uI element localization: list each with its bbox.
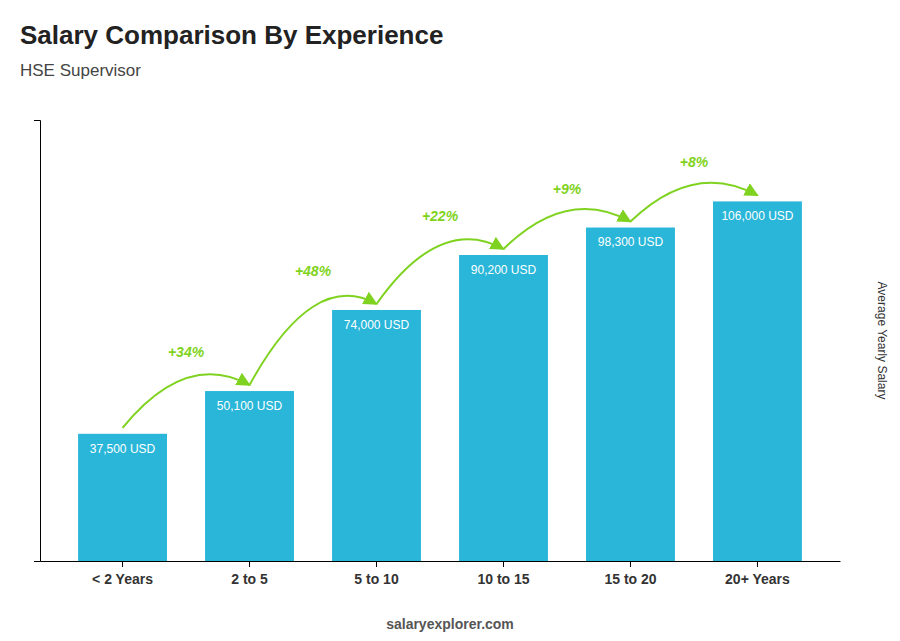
x-tick-mark xyxy=(630,561,631,567)
annotation: +34% xyxy=(168,344,205,360)
data-label: 50,100 USD xyxy=(217,399,283,413)
x-tick-mark xyxy=(122,561,123,567)
y-axis-title: Average Yearly Salary xyxy=(875,282,889,400)
change-arrow xyxy=(250,296,377,385)
title: Salary Comparison By Experience xyxy=(20,20,443,50)
x-tick: < 2 Years xyxy=(92,561,153,587)
data-label: 98,300 USD xyxy=(598,235,664,249)
x-tick-label: 5 to 10 xyxy=(354,571,399,587)
x-tick: 10 to 15 xyxy=(477,561,529,587)
annotation: +22% xyxy=(422,208,459,224)
change-arrow xyxy=(377,239,504,304)
x-tick: 15 to 20 xyxy=(604,561,656,587)
annotation: +8% xyxy=(680,154,709,170)
x-tick-label: 10 to 15 xyxy=(477,571,529,587)
x-tick-mark xyxy=(503,561,504,567)
data-label: 74,000 USD xyxy=(344,318,410,332)
x-axis: < 2 Years 2 to 5 5 to 10 10 to 15 15 to 20 20… xyxy=(41,561,841,587)
change-arrow xyxy=(123,374,250,428)
chart: < 2 Years 2 to 5 5 to 10 10 to 15 15 to 20 20… xyxy=(0,0,900,641)
y-axis-line xyxy=(34,121,41,562)
annotations: +34% +48% +22% +9% +8% xyxy=(123,154,758,427)
x-tick-mark xyxy=(757,561,758,567)
data-label: 90,200 USD xyxy=(471,263,537,277)
change-arrow xyxy=(630,183,757,222)
change-arrow xyxy=(503,209,630,249)
x-tick-label: 2 to 5 xyxy=(231,571,268,587)
x-tick-mark xyxy=(249,561,250,567)
x-tick: 20+ Years xyxy=(725,561,790,587)
plot-area xyxy=(78,201,802,561)
x-axis-line xyxy=(41,561,841,562)
x-tick-label: 15 to 20 xyxy=(604,571,656,587)
bar xyxy=(78,434,167,561)
data-label: 37,500 USD xyxy=(90,442,156,456)
footer: salaryexplorer.com xyxy=(386,616,514,632)
annotation: +9% xyxy=(553,181,582,197)
data-labels: 37,500 USD 50,100 USD 74,000 USD 90,200 USD… xyxy=(90,209,794,455)
bar xyxy=(586,228,675,561)
x-tick: 5 to 10 xyxy=(354,561,399,587)
bar xyxy=(459,255,548,561)
x-tick: 2 to 5 xyxy=(231,561,268,587)
annotation: +48% xyxy=(295,263,332,279)
x-tick-label: < 2 Years xyxy=(92,571,153,587)
x-tick-mark xyxy=(376,561,377,567)
bar xyxy=(713,201,802,561)
data-label: 106,000 USD xyxy=(721,209,793,223)
y-axis xyxy=(34,121,41,562)
subtitle: HSE Supervisor xyxy=(20,61,141,80)
x-tick-label: 20+ Years xyxy=(725,571,790,587)
bar xyxy=(205,391,294,561)
bar xyxy=(332,310,421,561)
